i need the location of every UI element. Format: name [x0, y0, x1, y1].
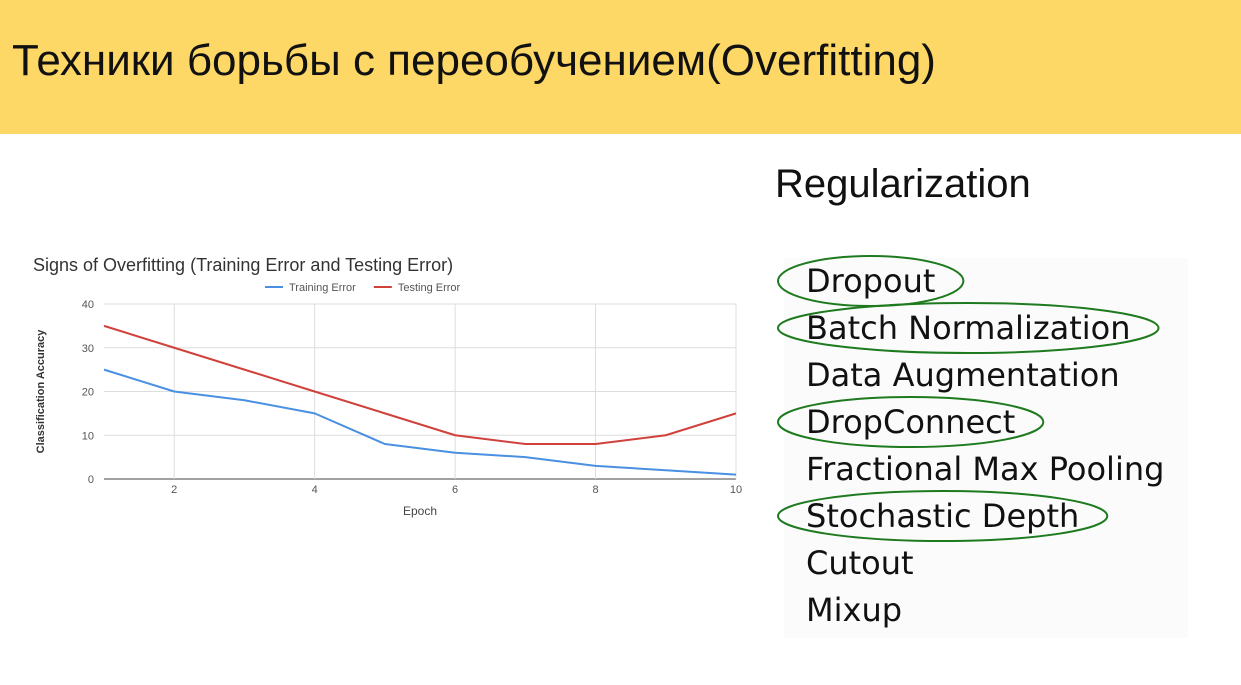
x-tick-label: 2: [171, 484, 177, 496]
series-line-training-error: [103, 368, 737, 476]
regularization-item: Mixup: [806, 591, 903, 629]
legend-label: Training Error: [289, 282, 356, 294]
slide-header: Техники борьбы с переобучением(Overfitti…: [0, 0, 1241, 134]
regularization-item: DropConnect: [806, 403, 1016, 441]
y-tick-label: 0: [88, 474, 94, 486]
y-axis-label: Classification Accuracy: [35, 329, 47, 454]
x-tick-label: 4: [312, 484, 318, 496]
regularization-item: Fractional Max Pooling: [806, 450, 1165, 488]
series-line-testing-error: [103, 324, 737, 445]
regularization-title: Regularization: [775, 162, 1031, 206]
x-tick-label: 6: [452, 484, 458, 496]
regularization-item: Cutout: [806, 544, 914, 582]
x-tick-label: 8: [592, 484, 598, 496]
regularization-item: Batch Normalization: [806, 309, 1131, 347]
y-tick-label: 10: [82, 430, 94, 442]
regularization-item: Dropout: [806, 262, 936, 300]
x-axis-label: Epoch: [403, 504, 437, 518]
regularization-item: Stochastic Depth: [806, 497, 1080, 535]
regularization-item: Data Augmentation: [806, 356, 1120, 394]
y-tick-label: 30: [82, 343, 94, 355]
legend-label: Testing Error: [398, 282, 461, 294]
slide-title: Техники борьбы с переобучением(Overfitti…: [12, 36, 936, 85]
y-tick-label: 40: [82, 299, 94, 311]
regularization-list: Dropout Batch Normalization Data Augmentat…: [806, 262, 1164, 638]
overfitting-chart: Signs of Overfitting (Training Error and…: [33, 255, 742, 518]
y-tick-label: 20: [82, 387, 94, 399]
x-tick-label: 10: [730, 484, 742, 496]
chart-title: Signs of Overfitting (Training Error and…: [33, 255, 453, 275]
